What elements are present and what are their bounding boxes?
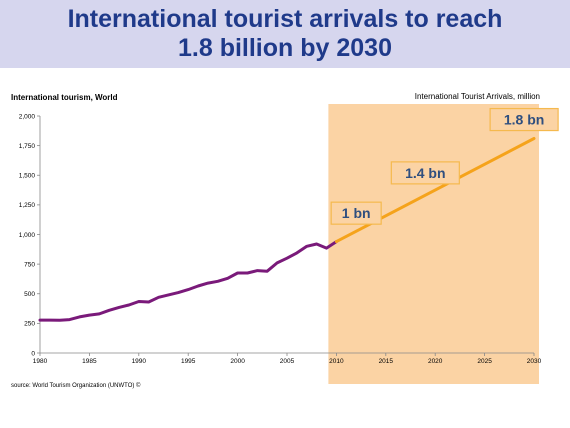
y-tick-label: 1,500	[19, 173, 36, 180]
y-tick-label: 1,000	[19, 232, 36, 239]
x-tick-label: 1980	[33, 358, 48, 365]
x-tick-label: 2020	[428, 358, 443, 365]
y-tick-label: 1,250	[19, 202, 36, 209]
annotation-label-2: 1.4 bn	[405, 165, 445, 181]
historical-series-line	[40, 242, 336, 321]
y-tick-label: 750	[24, 261, 35, 268]
annotation-label-1: 1 bn	[342, 205, 371, 221]
x-tick-label: 2025	[477, 358, 492, 365]
forecast-region	[328, 104, 539, 384]
annotation-label-3: 1.8 bn	[504, 112, 544, 128]
x-tick-label: 1990	[132, 358, 147, 365]
y-tick-label: 2,000	[19, 113, 36, 120]
x-tick-label: 2010	[329, 358, 344, 365]
x-tick-label: 1995	[181, 358, 196, 365]
x-tick-label: 1985	[82, 358, 97, 365]
x-tick-label: 2005	[280, 358, 295, 365]
y-tick-label: 250	[24, 321, 35, 328]
source-note: source: World Tourism Organization (UNWT…	[11, 383, 140, 389]
y-tick-label: 1,750	[19, 143, 36, 150]
y-tick-label: 500	[24, 291, 35, 298]
x-tick-label: 2015	[379, 358, 394, 365]
x-tick-label: 2030	[527, 358, 542, 365]
x-tick-label: 2000	[230, 358, 245, 365]
y-tick-label: 0	[31, 350, 35, 357]
